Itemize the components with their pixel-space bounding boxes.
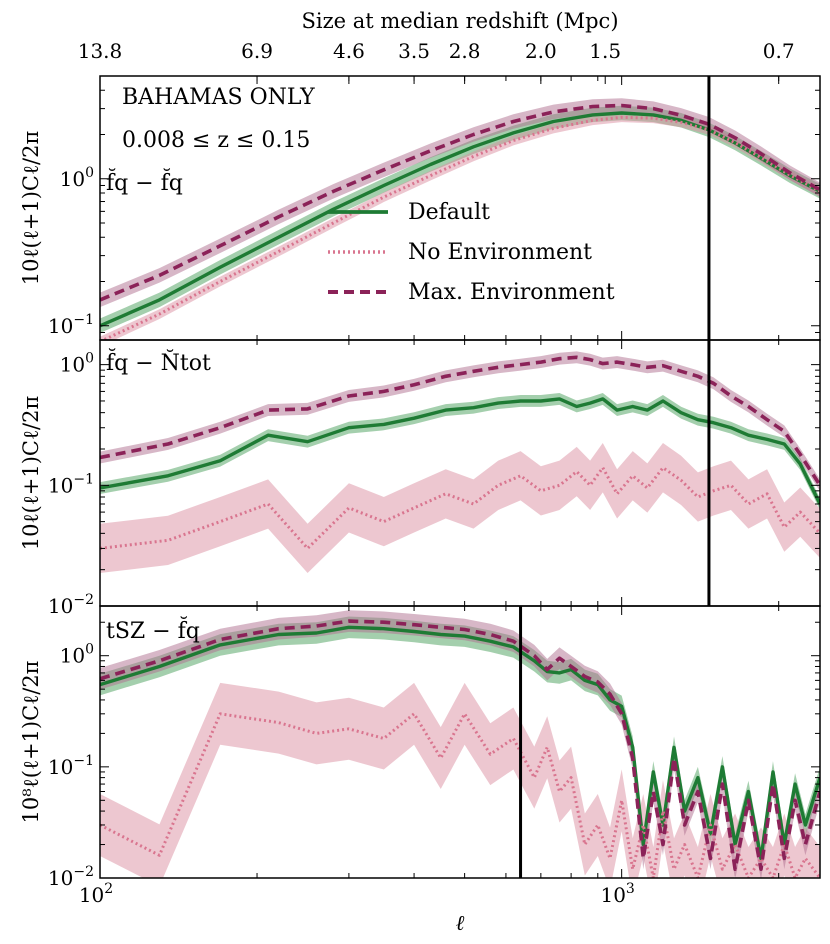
ytick-label-middle: 10−2: [48, 592, 94, 618]
series-bottom-default: [100, 625, 820, 861]
band-middle-max_env: [100, 351, 820, 492]
top-tick-label: 4.6: [333, 39, 365, 63]
legend-label-max_env: Max. Environment: [408, 280, 615, 305]
ytick-label-top: 10−1: [48, 312, 94, 338]
ytick-label-middle: 100: [60, 351, 94, 377]
band-bottom-no_env: [100, 682, 820, 878]
top-axis-ticks: 13.8 6.9 4.6 3.5 2.8 2.0 1.5 0.7: [78, 39, 795, 84]
series-bottom-max_env: [100, 619, 820, 872]
panel-bottom: 10−2 10−1 100 tSZ − f̆q: [48, 605, 821, 890]
panel-top: 10−1 100 BAHAMAS ONLY 0.008 ≤ z ≤ 0.15 f̆…: [48, 75, 821, 341]
series-top-default: [100, 111, 820, 328]
panel-bottom-annotation-label: tSZ − f̆q: [106, 617, 200, 644]
panel-bottom-ylabel: 10⁸ℓ(ℓ+1)Cℓ/2π: [19, 660, 43, 823]
legend-label-no_env: No Environment: [408, 240, 592, 265]
top-tick-label: 2.8: [449, 39, 481, 63]
ytick-label-bottom: 100: [60, 642, 94, 668]
top-tick-label: 3.5: [398, 39, 430, 63]
band-middle-default: [100, 392, 820, 510]
panel-middle-ylabel: 10ℓ(ℓ+1)Cℓ/2π: [19, 396, 43, 551]
panel-top-annotation-title: BAHAMAS ONLY: [122, 85, 315, 110]
panel-top-annotation-z: 0.008 ≤ z ≤ 0.15: [122, 128, 310, 153]
ytick-label-top: 100: [60, 165, 94, 191]
panel-middle: 10−2 10−1 100 f̆q − N̆tot: [48, 339, 821, 618]
x-axis-label: ℓ: [456, 911, 465, 935]
band-top-no_env: [100, 112, 820, 340]
ytick-label-middle: 10−1: [48, 471, 94, 497]
xtick-label: 103: [600, 881, 634, 907]
frame-bottom: [99, 605, 821, 879]
series-middle-max_env: [100, 355, 820, 487]
top-tick-label: 13.8: [78, 39, 123, 63]
top-tick-label: 1.5: [589, 39, 621, 63]
panel-top-annotation-label: f̆q − f̆q: [106, 169, 183, 196]
panel-top-ylabel: 10ℓ(ℓ+1)Cℓ/2π: [19, 131, 43, 286]
series-top-no_env: [100, 115, 820, 340]
panel-middle-annotation-label: f̆q − N̆tot: [106, 349, 211, 376]
top-axis-title: Size at median redshift (Mpc): [301, 9, 618, 33]
top-tick-label: 0.7: [763, 39, 795, 63]
ytick-label-bottom: 10−1: [48, 753, 94, 779]
xtick-label: 102: [79, 881, 113, 907]
series-top-max_env: [100, 103, 820, 302]
legend: Default No Environment Max. Environment: [328, 200, 615, 305]
series-middle-default: [100, 397, 820, 505]
x-axis-ticks: 102 103: [79, 881, 635, 907]
top-tick-label: 2.0: [525, 39, 557, 63]
band-top-max_env: [100, 98, 820, 308]
band-middle-no_env: [100, 443, 820, 574]
ytick-label-bottom: 10−2: [48, 864, 94, 890]
top-tick-label: 6.9: [241, 39, 273, 63]
legend-label-default: Default: [408, 200, 490, 225]
